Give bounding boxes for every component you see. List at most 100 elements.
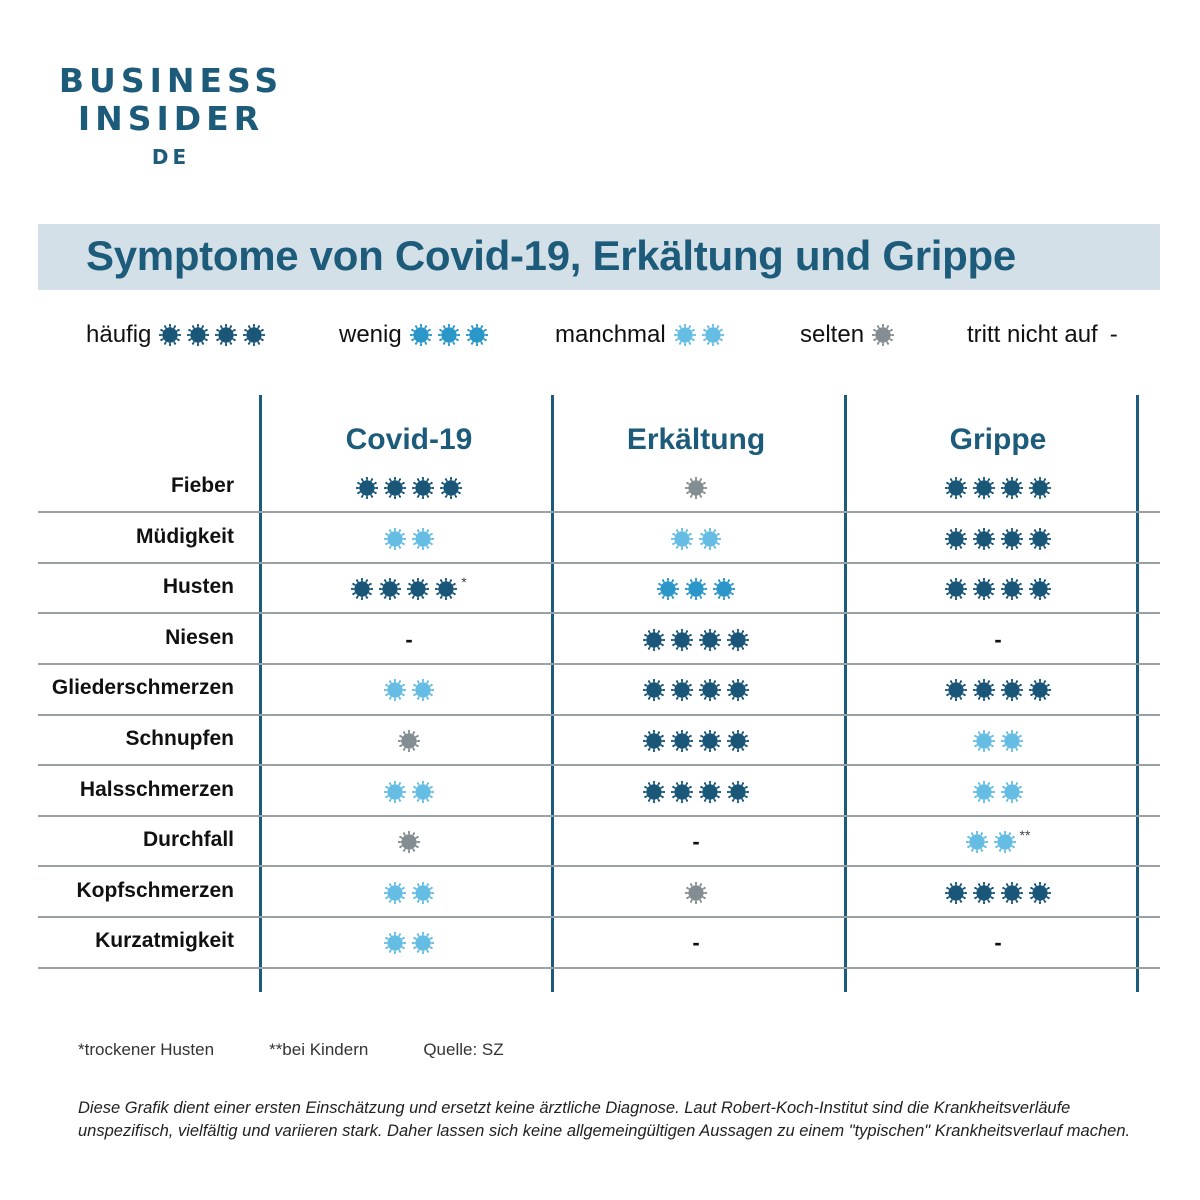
virus-icon bbox=[1029, 477, 1051, 499]
rating-cell bbox=[853, 665, 1143, 715]
rating-cell bbox=[551, 868, 841, 918]
virus-rating bbox=[945, 477, 1051, 499]
logo-line-1: BUSINESS bbox=[58, 61, 284, 100]
rating-cell bbox=[264, 767, 554, 817]
rating-cell: - bbox=[853, 918, 1143, 968]
virus-rating bbox=[973, 780, 1023, 803]
virus-icon bbox=[384, 881, 406, 904]
virus-icon bbox=[440, 477, 462, 499]
virus-icon bbox=[699, 780, 721, 803]
legend-label: tritt nicht auf bbox=[967, 321, 1098, 348]
virus-rating bbox=[973, 730, 1023, 752]
virus-rating bbox=[685, 881, 707, 904]
virus-icon bbox=[973, 730, 995, 752]
virus-rating bbox=[384, 881, 434, 904]
virus-icon bbox=[727, 628, 749, 651]
virus-icon bbox=[1001, 679, 1023, 702]
virus-icon bbox=[1001, 578, 1023, 601]
virus-icon bbox=[657, 578, 679, 601]
rating-cell bbox=[853, 564, 1143, 614]
virus-rating bbox=[945, 881, 1051, 904]
not-occurring-symbol: - bbox=[692, 829, 700, 855]
rating-cell: - bbox=[853, 615, 1143, 665]
symptom-label: Niesen bbox=[165, 625, 234, 649]
footnote-children: **bei Kindern bbox=[269, 1040, 369, 1059]
virus-rating bbox=[657, 578, 735, 601]
rating-cell: - bbox=[264, 615, 554, 665]
virus-icon bbox=[351, 578, 374, 601]
page-title: Symptome von Covid-19, Erkältung und Gri… bbox=[86, 232, 1016, 279]
virus-icon bbox=[727, 679, 749, 702]
rating-cell bbox=[551, 716, 841, 766]
rating-cell bbox=[551, 463, 841, 513]
virus-icon bbox=[945, 578, 967, 601]
rating-cell bbox=[264, 817, 554, 867]
virus-icon bbox=[671, 780, 693, 803]
virus-icon bbox=[409, 324, 432, 346]
virus-icon bbox=[685, 578, 707, 601]
virus-icon bbox=[965, 831, 988, 854]
symptom-table: Covid-19 Erkältung Grippe Fieber Müdigkeit Hu… bbox=[38, 395, 1160, 995]
virus-icon bbox=[384, 932, 406, 955]
rating-cell: - bbox=[551, 918, 841, 968]
virus-icon bbox=[1001, 527, 1023, 550]
legend-item-none: tritt nicht auf - bbox=[967, 320, 1118, 350]
legend-label: häufig bbox=[86, 321, 152, 348]
virus-icon bbox=[1029, 578, 1051, 601]
virus-icon bbox=[412, 932, 434, 955]
virus-icon bbox=[1029, 881, 1051, 904]
not-occurring-symbol: - bbox=[405, 626, 413, 652]
virus-rating bbox=[685, 477, 707, 499]
virus-icon bbox=[945, 477, 967, 499]
virus-icon bbox=[945, 679, 967, 702]
virus-icon bbox=[412, 527, 434, 550]
virus-icon bbox=[412, 881, 434, 904]
rating-cell bbox=[853, 463, 1143, 513]
rating-cell bbox=[264, 463, 554, 513]
rating-cell bbox=[853, 767, 1143, 817]
legend-item-selten: selten bbox=[800, 320, 895, 350]
rating-cell: ** bbox=[853, 817, 1143, 867]
not-occurring-symbol: - bbox=[692, 930, 700, 956]
virus-icon bbox=[465, 324, 488, 346]
virus-icon bbox=[727, 730, 749, 752]
rating-cell bbox=[264, 918, 554, 968]
virus-icon bbox=[699, 628, 721, 651]
virus-icon bbox=[713, 578, 735, 601]
virus-icon bbox=[699, 730, 721, 752]
symptom-label: Müdigkeit bbox=[136, 524, 234, 548]
virus-icon bbox=[671, 628, 693, 651]
column-divider bbox=[844, 395, 847, 992]
virus-icon bbox=[727, 780, 749, 803]
virus-icon bbox=[945, 881, 967, 904]
virus-icon bbox=[671, 679, 693, 702]
virus-icon bbox=[699, 679, 721, 702]
row-divider bbox=[38, 915, 1160, 918]
virus-icon bbox=[1029, 527, 1051, 550]
column-header: Grippe bbox=[949, 423, 1047, 456]
virus-icon bbox=[437, 324, 460, 346]
column-divider bbox=[551, 395, 554, 992]
rating-cell bbox=[551, 767, 841, 817]
column-header: Erkältung bbox=[626, 423, 766, 456]
virus-icon bbox=[673, 324, 696, 346]
not-occurring-symbol: - bbox=[994, 626, 1002, 652]
column-divider bbox=[259, 395, 262, 992]
virus-rating bbox=[384, 932, 434, 955]
virus-rating bbox=[351, 578, 458, 601]
footnotes: *trockener Husten **bei Kindern Quelle: … bbox=[78, 1040, 559, 1060]
virus-icon bbox=[973, 578, 995, 601]
virus-rating bbox=[643, 679, 749, 702]
virus-icon bbox=[398, 730, 420, 752]
virus-icon bbox=[699, 527, 721, 550]
business-insider-logo: BUSINESS INSIDER DE bbox=[56, 62, 286, 172]
legend-label: selten bbox=[800, 321, 865, 348]
symptom-label: Gliederschmerzen bbox=[51, 676, 234, 700]
virus-rating bbox=[398, 831, 420, 854]
virus-icon bbox=[1001, 730, 1023, 752]
virus-icon bbox=[671, 730, 693, 752]
symptom-label: Kurzatmigkeit bbox=[95, 929, 234, 953]
virus-icon bbox=[973, 881, 995, 904]
legend-label: manchmal bbox=[555, 321, 666, 348]
rating-cell bbox=[551, 615, 841, 665]
